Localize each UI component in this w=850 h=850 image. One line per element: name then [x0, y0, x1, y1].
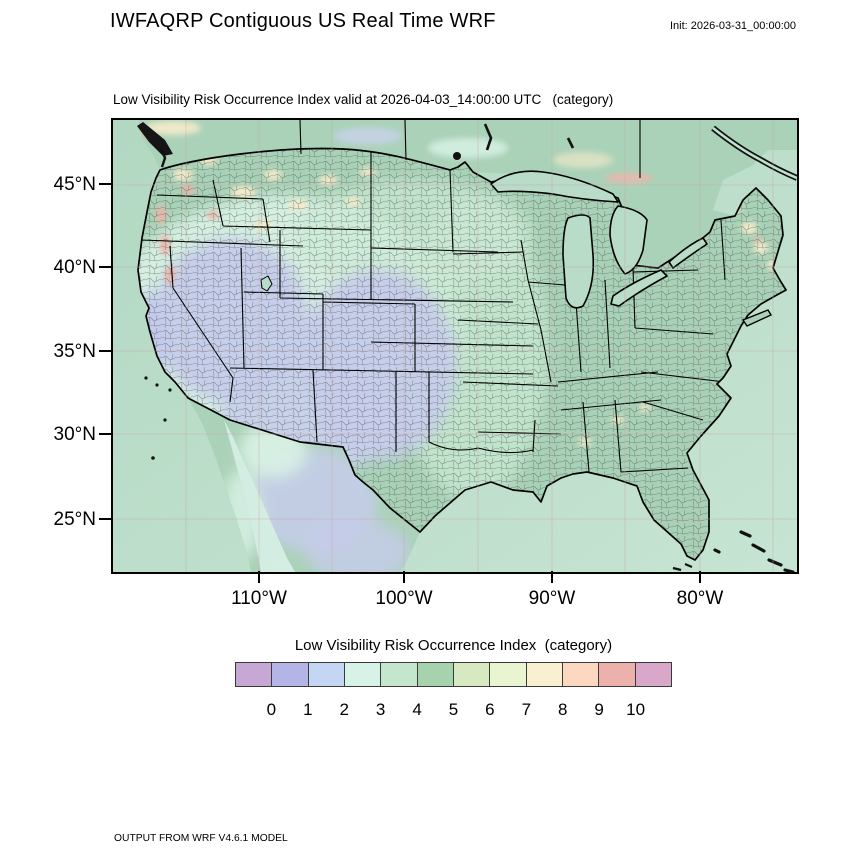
vancouver-island: [137, 122, 173, 156]
colorbar-tick-label: 4: [412, 700, 422, 719]
great-lakes: [260, 170, 708, 309]
lake-superior: [490, 170, 619, 203]
colorbar-segment: [380, 662, 418, 687]
colorbar-segment: [307, 662, 345, 687]
init-timestamp: Init: 2026-03-31_00:00:00: [670, 20, 796, 32]
map-subtitle: Low Visibility Risk Occurrence Index val…: [113, 92, 614, 107]
page-title: IWFAQRP Contiguous US Real Time WRF: [110, 10, 496, 32]
model-info: OUTPUT FROM WRF V4.6.1 MODEL WE = 580 ; …: [114, 806, 519, 850]
y-tick-label: 35°N: [53, 341, 96, 362]
y-tick-label: 40°N: [53, 257, 96, 278]
x-tick: [551, 571, 553, 583]
x-tick: [258, 571, 260, 583]
colorbar-segment: [525, 662, 563, 687]
y-tick-label: 30°N: [53, 424, 96, 445]
colorbar-tick-label: 7: [521, 700, 532, 719]
pacific-islands: [144, 376, 172, 460]
colorbar-segment: [452, 662, 491, 687]
colorbar-segment: [416, 662, 454, 687]
x-tick: [699, 571, 701, 583]
x-tick-label: 110°W: [231, 588, 287, 609]
legend-title: Low Visibility Risk Occurrence Index (ca…: [294, 637, 613, 654]
y-tick: [99, 433, 113, 435]
colorbar-segment: [598, 662, 636, 687]
puget-sound: [159, 147, 167, 168]
colorbar-segment: [343, 662, 382, 687]
colorbar-tick-label: 9: [594, 700, 604, 719]
x-tick-label: 80°W: [676, 588, 724, 609]
colorbar-tick-label: 2: [339, 700, 349, 719]
map-panel: [111, 118, 799, 574]
colorbar-tick-label: 8: [558, 700, 568, 719]
colorbar-segment: [634, 662, 672, 687]
y-tick: [99, 266, 113, 268]
colorbar-tick-label: 0: [266, 700, 277, 719]
lake-michigan: [562, 214, 595, 309]
y-tick-label: 25°N: [53, 509, 96, 530]
colorbar-tick-label: 1: [303, 700, 313, 719]
colorbar-tick-label: 6: [485, 700, 495, 719]
us-outline: [137, 147, 787, 561]
y-tick-label: 45°N: [53, 174, 96, 195]
gulf-of-california: [224, 420, 295, 572]
colorbar-labels: 0 1 2 3 4 5 6 7 8 9 10: [235, 700, 672, 722]
bahamas-islands: [713, 530, 795, 572]
coastal-details: [137, 120, 797, 572]
colorbar-segment: [271, 662, 309, 687]
long-island: [741, 309, 773, 327]
colorbar-segment: [235, 662, 273, 687]
y-tick: [99, 183, 113, 185]
x-tick: [403, 571, 405, 583]
y-tick: [99, 518, 113, 520]
y-tick: [99, 350, 113, 352]
us-weather-map: [113, 120, 797, 572]
colorbar-segment: [561, 662, 600, 687]
canadian-lakes: [483, 123, 575, 151]
x-tick-label: 90°W: [528, 588, 576, 609]
colorbar-tick-label: 5: [448, 700, 459, 719]
colorbar: [235, 662, 672, 687]
state-boundaries: [140, 152, 726, 473]
florida-keys: [672, 562, 693, 572]
graticule: [113, 120, 797, 572]
x-tick-label: 100°W: [375, 588, 433, 609]
great-salt-lake: [260, 275, 273, 292]
canada-province-borders: [299, 120, 641, 178]
colorbar-tick-label: 10: [626, 700, 646, 719]
colorbar-segment: [489, 662, 527, 687]
lake-ontario: [668, 237, 708, 269]
colorbar-tick-label: 3: [375, 700, 386, 719]
model-info-line1: OUTPUT FROM WRF V4.6.1 MODEL: [114, 833, 288, 844]
